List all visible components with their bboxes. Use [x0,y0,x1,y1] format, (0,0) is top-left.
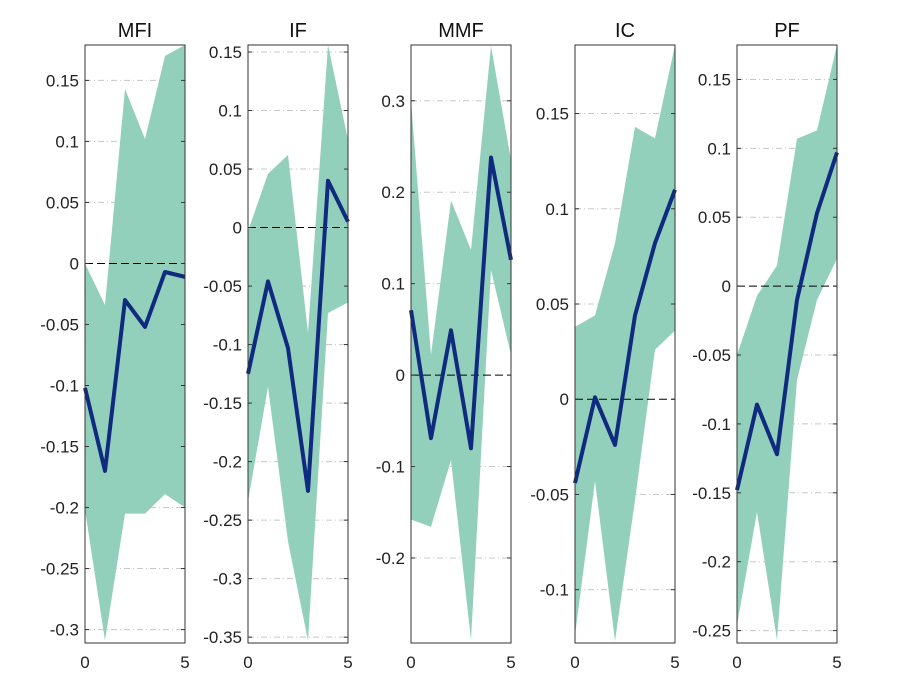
y-tick-label: 0.1 [545,200,569,219]
y-tick-label: 0 [722,277,731,296]
axes-box [410,44,512,644]
x-tick-label: 0 [406,653,415,672]
y-tick-label: 0.3 [381,92,405,111]
axes-box [84,44,186,644]
y-tick-label: 0.05 [46,193,79,212]
y-tick-label: -0.3 [50,621,79,640]
y-tick-label: 0 [70,254,79,273]
y-tick-label: -0.35 [203,628,242,647]
y-tick-label: -0.1 [213,336,242,355]
panel-mmf: 0.3 0.2 0.1 0 -0.1 -0.2 0 5 MMF [376,20,516,672]
y-tick-label: 0.05 [536,295,569,314]
confidence-band [411,45,511,641]
x-tick-label: 0 [243,653,252,672]
y-tick-label: 0.1 [55,132,79,151]
y-tick-label: -0.05 [203,277,242,296]
panel-title: IF [289,20,307,42]
panel-mfi: 0.150.10.050-0.05-0.1-0.15-0.2-0.25-0.30… [40,20,189,672]
axes-box [736,44,838,644]
y-tick-label: -0.15 [40,438,79,457]
y-tick-label: 0.1 [381,275,405,294]
y-tick-label: -0.2 [376,549,405,568]
confidence-band [85,45,185,641]
x-tick-label: 0 [80,653,89,672]
x-tick-label: 5 [832,653,841,672]
y-tick-label: -0.2 [213,453,242,472]
x-tick-label: 5 [180,653,189,672]
panel-title: PF [774,20,800,42]
y-tick-label: 0.15 [209,43,242,62]
y-tick-label: -0.05 [530,485,569,504]
x-tick-label: 0 [570,653,579,672]
y-tick-label: 0.15 [46,71,79,90]
response-line [246,178,350,493]
y-tick-label: -0.15 [203,394,242,413]
confidence-band [248,45,348,641]
y-tick-label: 0.2 [381,183,405,202]
y-tick-label: -0.3 [213,570,242,589]
response-line [83,269,186,473]
y-tick-label: -0.2 [50,499,79,518]
confidence-band [575,45,675,642]
y-tick-label: 0 [560,390,569,409]
response-line [573,189,677,484]
panel-pf: 0.150.10.050-0.05-0.1-0.15-0.2-0.250 5PF [692,20,841,672]
x-tick-label: 5 [670,653,679,672]
x-tick-label: 0 [732,653,741,672]
y-tick-label: -0.15 [692,484,731,503]
panel-title: MMF [438,20,484,42]
y-tick-label: 0.15 [698,70,731,89]
response-line [735,151,839,491]
y-tick-label: 0.1 [218,102,242,121]
y-tick-label: -0.1 [50,376,79,395]
y-tick-label: 0.05 [698,208,731,227]
y-tick-label: 0 [233,219,242,238]
panel-title: MFI [118,20,152,42]
y-tick-label: 0.1 [707,139,731,158]
y-tick-label: 0.05 [209,160,242,179]
y-tick-label: -0.05 [40,315,79,334]
axes-box [247,44,349,644]
axes-box [574,44,676,644]
y-tick-label: 0.15 [536,105,569,124]
x-tick-label: 5 [506,653,515,672]
x-tick-label: 5 [343,653,352,672]
y-tick-label: -0.05 [692,346,731,365]
panel-title: IC [615,20,635,42]
response-line [409,155,513,451]
panel-ic: 0.15 0.1 0.05 0 -0.05 -0.1 0 5 IC [530,20,679,672]
y-tick-label: -0.1 [376,458,405,477]
y-tick-label: -0.25 [692,622,731,641]
y-tick-label: -0.1 [702,415,731,434]
y-tick-label: -0.25 [40,560,79,579]
confidence-band [737,45,837,641]
y-tick-label: -0.1 [540,581,569,600]
y-tick-label: -0.2 [702,553,731,572]
panel-if: 0.15 0.1 0.05 0 -0.05 -0.1 -0.15 -0.2 -0.25 -0.3 -… [203,20,352,672]
y-tick-label: 0 [396,366,405,385]
y-tick-label: -0.25 [203,511,242,530]
